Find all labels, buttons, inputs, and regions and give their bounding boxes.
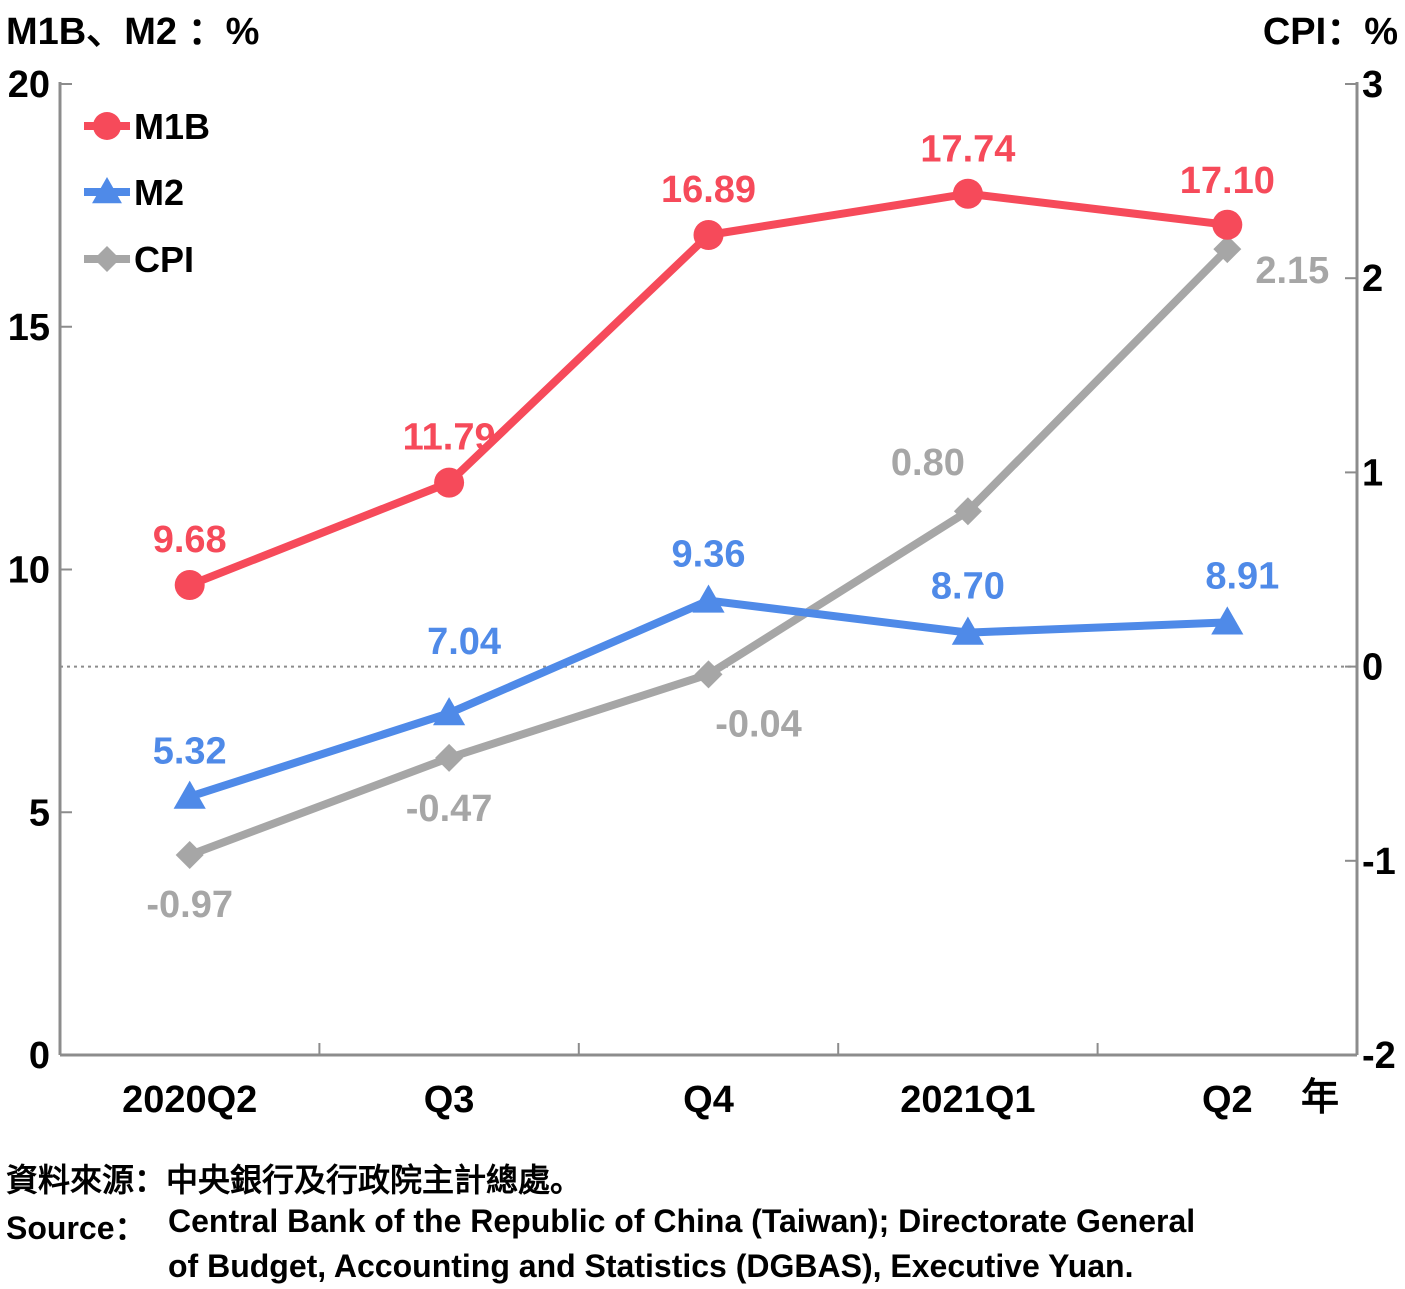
data-label-m2: 8.91 [1205,555,1279,597]
data-label-m1b: 17.10 [1180,160,1275,202]
point-marker-triangle [692,584,725,613]
point-marker-diamond [175,840,204,869]
series-lines [173,178,1244,869]
left-tick-label: 15 [8,307,50,349]
right-tick-label: 3 [1362,64,1383,106]
point-marker-circle [1212,209,1243,240]
right-tick-label: -1 [1362,841,1396,883]
series-line-m2 [188,596,1228,801]
x-tick-label: 2020Q2 [122,1079,257,1121]
data-label-cpi: 2.15 [1255,250,1329,292]
data-label-m1b: 16.89 [661,169,756,211]
x-tick-label: Q4 [683,1079,734,1121]
source-zh: 資料來源：中央銀行及行政院主計總處。 [6,1162,583,1198]
source-en-line1: Central Bank of the Republic of China (T… [168,1203,1196,1239]
point-marker-diamond [94,246,120,272]
point-marker-circle [434,467,465,498]
axes: 0 5 10 15 20 -2 -1 0 1 2 3 2020Q2 Q3 Q4 2021Q1 Q2 年 [8,64,1396,1121]
point-marker-triangle [1211,606,1244,635]
legend: M1B M2 CPI [84,106,210,280]
legend-label-cpi: CPI [134,239,194,280]
right-tick-label: 2 [1362,258,1383,300]
data-labels: -0.97 -0.47 -0.04 0.80 2.15 5.32 7.04 9.36 8.70 8… [146,129,1329,926]
point-marker-diamond [953,497,982,526]
data-label-m1b: 17.74 [920,129,1015,171]
data-label-m2: 5.32 [153,731,227,773]
x-tick-label: Q3 [424,1079,475,1121]
x-tick-label: 2021Q1 [900,1079,1035,1121]
data-label-cpi: -0.47 [406,788,493,830]
x-tick-label: Q2 [1202,1079,1253,1121]
left-tick-label: 20 [8,64,50,106]
data-label-m1b: 11.79 [403,417,496,459]
point-marker-triangle [433,697,466,726]
legend-label-m2: M2 [134,172,184,213]
data-label-m2: 7.04 [427,621,501,663]
left-tick-label: 10 [8,550,50,592]
left-tick-label: 5 [29,792,50,834]
point-marker-diamond [1213,235,1242,264]
point-marker-circle [952,178,983,209]
point-marker-triangle [173,780,206,809]
data-label-cpi: -0.04 [715,703,802,745]
data-label-cpi: -0.97 [146,884,233,926]
right-tick-label: 1 [1362,452,1383,494]
left-tick-label: 0 [29,1035,50,1077]
right-axis-title: CPI：% [1263,11,1398,53]
right-tick-label: 0 [1362,647,1383,689]
data-label-m2: 9.36 [672,534,746,576]
source-en-label: Source： [6,1210,147,1246]
point-marker-triangle [951,616,984,645]
point-marker-circle [693,219,724,250]
point-marker-circle [174,570,205,601]
left-axis-title: M1B、M2 ：% [6,11,259,53]
chart: M1B、M2 ：% CPI：% 0 5 10 15 20 -2 -1 0 1 2 3 2020Q2 Q3… [6,11,1398,1121]
source-en-line2: of Budget, Accounting and Statistics (DG… [168,1248,1134,1284]
legend-label-m1b: M1B [134,106,210,147]
data-label-cpi: 0.80 [891,442,965,484]
series-line-m1b [188,189,1228,589]
right-tick-label: -2 [1362,1035,1396,1077]
point-marker-circle [93,112,121,140]
data-label-m1b: 9.68 [153,519,227,561]
point-marker-diamond [694,660,723,689]
data-label-m2: 8.70 [931,566,1005,608]
point-marker-triangle [92,177,122,204]
point-marker-diamond [435,743,464,772]
x-axis-unit: 年 [1301,1077,1339,1119]
